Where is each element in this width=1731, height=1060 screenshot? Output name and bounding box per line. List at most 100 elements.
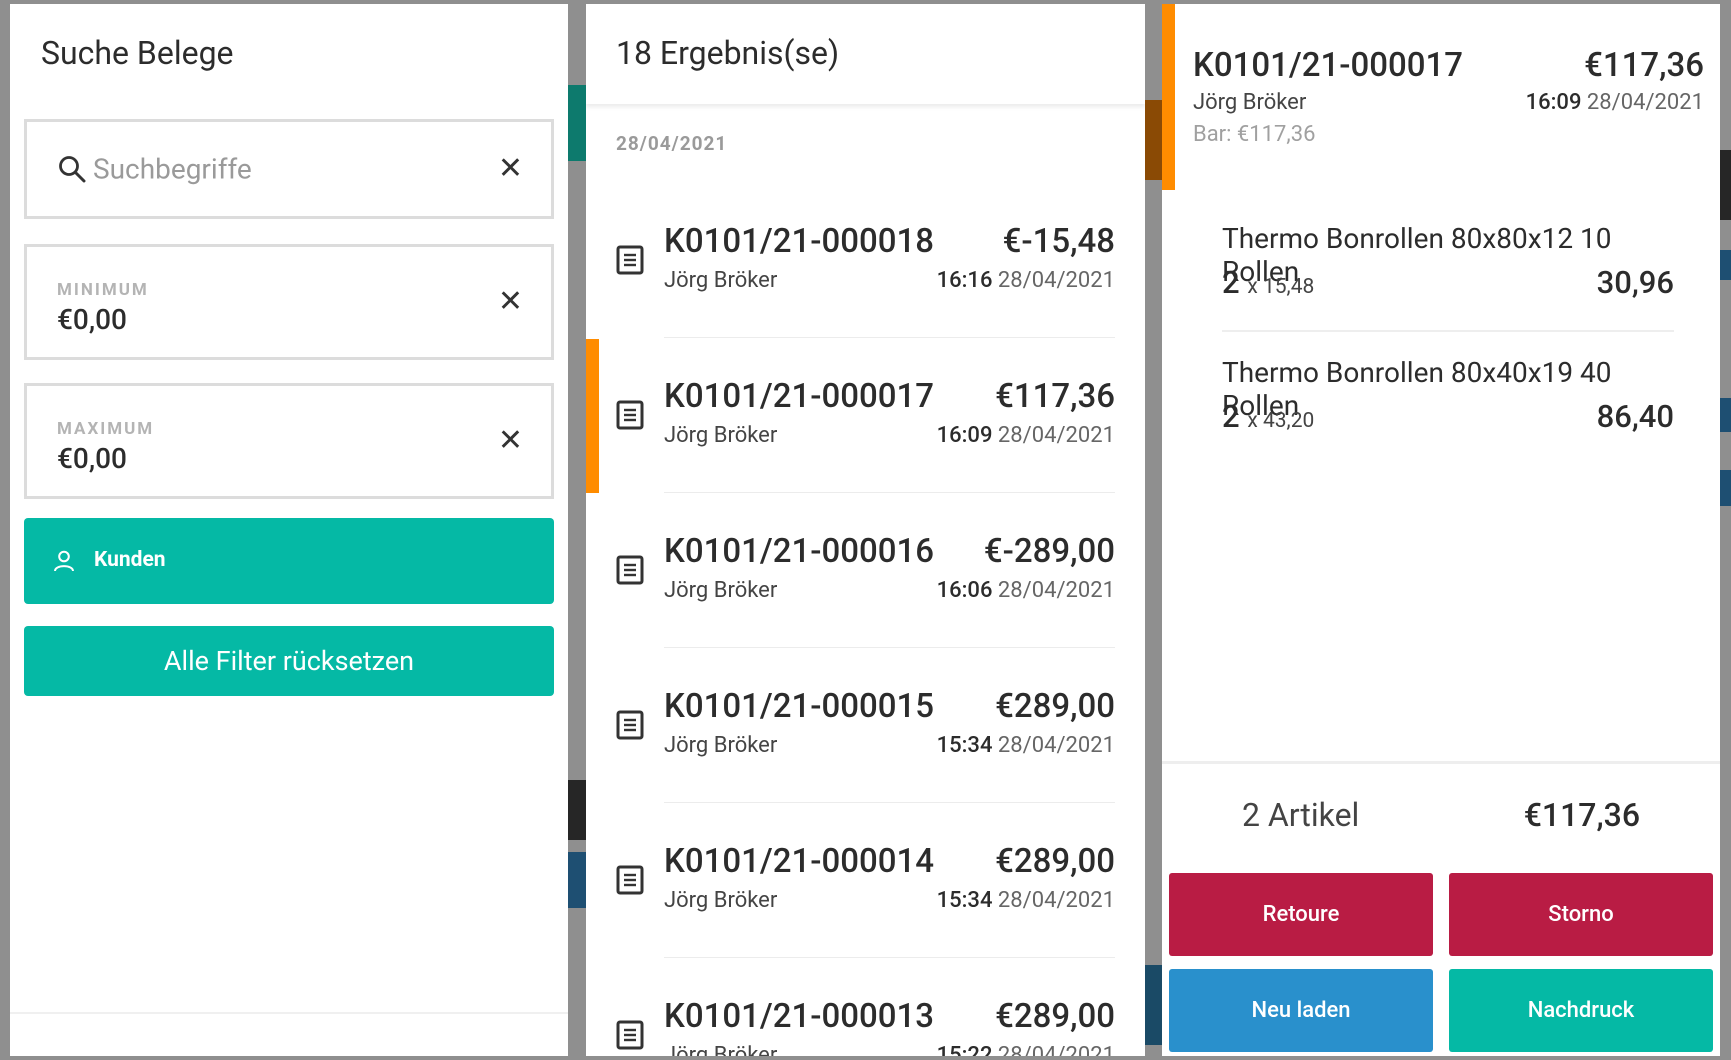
clear-search-icon[interactable]: ✕ bbox=[497, 151, 523, 186]
minimum-input[interactable]: €0,00 bbox=[57, 303, 127, 336]
search-icon bbox=[59, 156, 86, 183]
backdrop-strip bbox=[1720, 150, 1731, 220]
result-date: 28/04/2021 bbox=[997, 733, 1115, 758]
result-time: 16:09 bbox=[936, 423, 993, 448]
result-customer: Jörg Bröker bbox=[664, 268, 778, 293]
reset-filters-label: Alle Filter rücksetzen bbox=[163, 645, 415, 677]
result-date: 28/04/2021 bbox=[997, 1043, 1115, 1056]
line-item-divider bbox=[1222, 330, 1674, 332]
receipt-icon bbox=[616, 400, 644, 430]
maximum-field[interactable]: MAXIMUM €0,00 ✕ bbox=[24, 383, 554, 499]
clear-minimum-icon[interactable]: ✕ bbox=[497, 284, 523, 319]
result-amount: €289,00 bbox=[995, 997, 1115, 1036]
backdrop-strip bbox=[568, 852, 586, 908]
result-datetime: 15:34 28/04/2021 bbox=[937, 733, 1115, 758]
user-icon bbox=[54, 550, 74, 572]
backdrop-strip bbox=[1145, 100, 1162, 180]
line-item-total: 86,40 bbox=[1596, 398, 1674, 435]
receipt-line-item: Thermo Bonrollen 80x40x19 40 Rollen 2 x 4… bbox=[1222, 336, 1690, 466]
result-row[interactable]: K0101/21-000013 Jörg Bröker €289,00 15:22 2… bbox=[586, 959, 1145, 1056]
customers-button[interactable]: Kunden bbox=[24, 518, 554, 604]
line-item-qty: 2 bbox=[1222, 264, 1240, 301]
result-id: K0101/21-000013 bbox=[664, 997, 935, 1036]
result-id: K0101/21-000018 bbox=[664, 222, 935, 261]
cancel-button-label: Storno bbox=[1548, 902, 1614, 927]
line-item-unit-price: x 43,20 bbox=[1247, 409, 1315, 433]
result-amount: €117,36 bbox=[995, 377, 1115, 416]
minimum-field[interactable]: MINIMUM €0,00 ✕ bbox=[24, 244, 554, 360]
search-field[interactable]: Suchbegriffe ✕ bbox=[24, 119, 554, 219]
reprint-button-label: Nachdruck bbox=[1527, 998, 1635, 1023]
row-divider bbox=[664, 492, 1115, 493]
result-datetime: 16:09 28/04/2021 bbox=[937, 423, 1115, 448]
customers-button-label: Kunden bbox=[94, 548, 166, 572]
article-count: 2 Artikel bbox=[1242, 796, 1360, 834]
receipt-icon bbox=[616, 245, 644, 275]
result-time: 16:16 bbox=[936, 268, 993, 293]
result-row[interactable]: K0101/21-000016 Jörg Bröker €-289,00 16:06 … bbox=[586, 494, 1145, 648]
result-datetime: 16:06 28/04/2021 bbox=[937, 578, 1115, 603]
receipt-amount: €117,36 bbox=[1584, 46, 1704, 85]
receipt-detail-panel: K0101/21-000017 €117,36 Jörg Bröker 16:0… bbox=[1162, 4, 1720, 1056]
reload-button[interactable]: Neu laden bbox=[1169, 969, 1433, 1052]
reprint-button[interactable]: Nachdruck bbox=[1449, 969, 1713, 1052]
backdrop-strip bbox=[1720, 398, 1731, 432]
result-amount: €-289,00 bbox=[983, 532, 1115, 571]
result-customer: Jörg Bröker bbox=[664, 578, 778, 603]
selected-indicator bbox=[586, 339, 599, 493]
receipt-id: K0101/21-000017 bbox=[1193, 46, 1464, 85]
result-row[interactable]: K0101/21-000017 Jörg Bröker €117,36 16:09 2… bbox=[586, 339, 1145, 493]
result-time: 15:22 bbox=[936, 1043, 993, 1056]
result-amount: €289,00 bbox=[995, 842, 1115, 881]
result-date: 28/04/2021 bbox=[997, 578, 1115, 603]
receipt-icon bbox=[616, 710, 644, 740]
maximum-label: MAXIMUM bbox=[57, 419, 155, 439]
results-header: 18 Ergebnis(se) bbox=[586, 4, 1145, 104]
result-customer: Jörg Bröker bbox=[664, 1043, 778, 1056]
reset-filters-button[interactable]: Alle Filter rücksetzen bbox=[24, 626, 554, 696]
maximum-input[interactable]: €0,00 bbox=[57, 442, 127, 475]
reload-button-label: Neu laden bbox=[1251, 998, 1351, 1023]
result-row[interactable]: K0101/21-000014 Jörg Bröker €289,00 15:34 2… bbox=[586, 804, 1145, 958]
result-id: K0101/21-000016 bbox=[664, 532, 935, 571]
result-customer: Jörg Bröker bbox=[664, 733, 778, 758]
backdrop-strip bbox=[568, 780, 586, 840]
line-item-quantity: 2 x 43,20 bbox=[1222, 398, 1314, 435]
cancel-button[interactable]: Storno bbox=[1449, 873, 1713, 956]
receipt-icon bbox=[616, 865, 644, 895]
result-date: 28/04/2021 bbox=[997, 268, 1115, 293]
search-panel-title: Suche Belege bbox=[41, 34, 234, 72]
row-divider bbox=[664, 647, 1115, 648]
result-row[interactable]: K0101/21-000018 Jörg Bröker €-15,48 16:16 2… bbox=[586, 184, 1145, 338]
clear-maximum-icon[interactable]: ✕ bbox=[497, 423, 523, 458]
result-time: 16:06 bbox=[936, 578, 993, 603]
result-time: 15:34 bbox=[936, 733, 993, 758]
receipt-date: 28/04/2021 bbox=[1586, 90, 1704, 115]
receipt-icon bbox=[616, 1020, 644, 1050]
line-item-name: Thermo Bonrollen 80x80x12 10 Rollen bbox=[1222, 222, 1612, 288]
row-divider bbox=[664, 802, 1115, 803]
result-id: K0101/21-000014 bbox=[664, 842, 935, 881]
line-item-name: Thermo Bonrollen 80x40x19 40 Rollen bbox=[1222, 356, 1612, 422]
line-item-unit-price: x 15,48 bbox=[1247, 275, 1315, 299]
line-item-quantity: 2 x 15,48 bbox=[1222, 264, 1314, 301]
line-item-total: 30,96 bbox=[1596, 264, 1674, 301]
minimum-label: MINIMUM bbox=[57, 280, 149, 300]
result-datetime: 16:16 28/04/2021 bbox=[937, 268, 1115, 293]
line-item-qty: 2 bbox=[1222, 398, 1240, 435]
result-date: 28/04/2021 bbox=[997, 423, 1115, 448]
receipt-customer: Jörg Bröker bbox=[1193, 90, 1307, 115]
receipt-time: 16:09 bbox=[1525, 90, 1582, 115]
row-divider bbox=[664, 337, 1115, 338]
panel-divider bbox=[10, 1012, 568, 1014]
results-count-title: 18 Ergebnis(se) bbox=[616, 34, 840, 72]
result-id: K0101/21-000017 bbox=[664, 377, 935, 416]
return-button[interactable]: Retoure bbox=[1169, 873, 1433, 956]
result-row[interactable]: K0101/21-000015 Jörg Bröker €289,00 15:34 2… bbox=[586, 649, 1145, 803]
result-id: K0101/21-000015 bbox=[664, 687, 935, 726]
results-panel: 18 Ergebnis(se) 28/04/2021 K0101/21-0000… bbox=[586, 4, 1145, 1056]
backdrop-strip bbox=[1145, 965, 1162, 1045]
results-date-header: 28/04/2021 bbox=[616, 132, 728, 155]
search-input[interactable]: Suchbegriffe bbox=[93, 152, 252, 186]
receipt-detail-header: K0101/21-000017 €117,36 Jörg Bröker 16:0… bbox=[1162, 4, 1720, 190]
